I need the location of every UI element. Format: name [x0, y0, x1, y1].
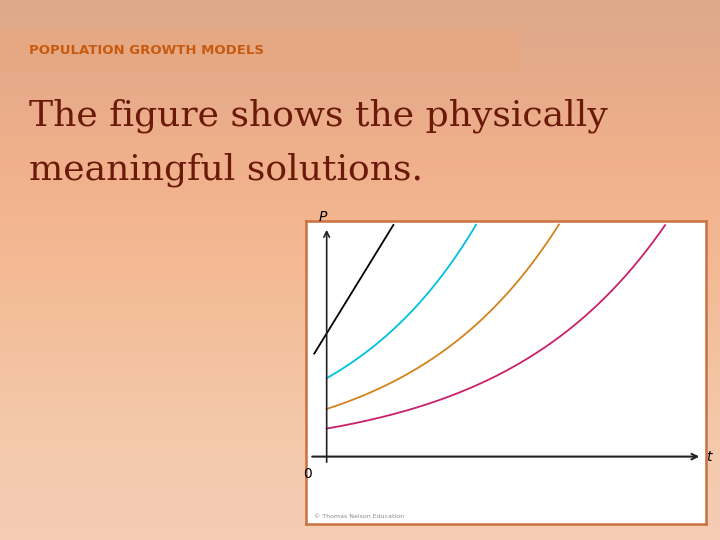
Text: $P$: $P$	[318, 210, 328, 224]
Text: meaningful solutions.: meaningful solutions.	[29, 153, 423, 187]
Text: The figure shows the physically: The figure shows the physically	[29, 99, 608, 133]
Text: 0: 0	[303, 467, 312, 481]
Text: POPULATION GROWTH MODELS: POPULATION GROWTH MODELS	[29, 44, 264, 57]
Text: $t$: $t$	[706, 450, 714, 464]
Text: © Thomas Nelson Education: © Thomas Nelson Education	[314, 514, 404, 519]
Bar	[0, 30, 518, 70]
